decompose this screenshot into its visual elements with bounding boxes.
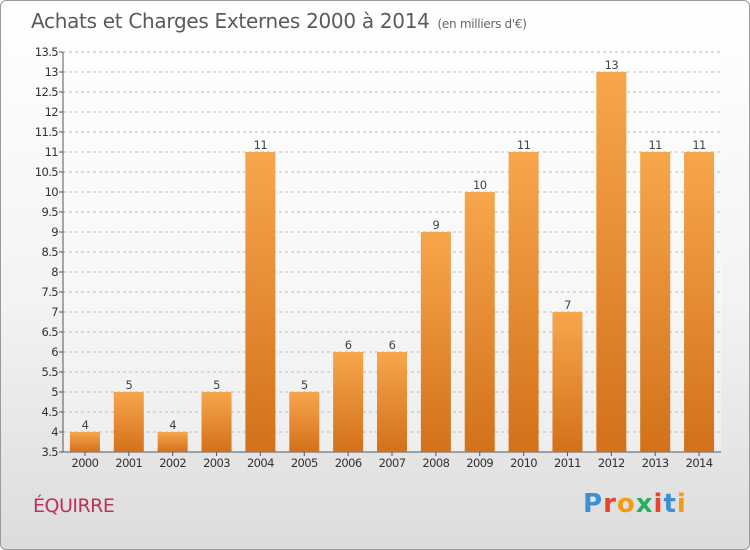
x-tick-label: 2014 (686, 456, 713, 470)
y-tick-label: 10 (45, 185, 59, 199)
bar (640, 152, 671, 452)
bar (684, 152, 715, 452)
data-label: 10 (473, 178, 487, 192)
logo-letter: i (676, 489, 687, 519)
y-tick-label: 4 (51, 425, 58, 439)
y-tick-label: 8.5 (42, 245, 59, 259)
x-tick-label: 2012 (598, 456, 625, 470)
x-tick-label: 2000 (71, 456, 98, 470)
data-label: 4 (82, 418, 89, 432)
data-label: 6 (345, 338, 352, 352)
logo-letter: i (653, 489, 664, 519)
y-tick-label: 7.5 (42, 285, 59, 299)
y-tick-label: 11 (45, 145, 59, 159)
y-tick-label: 5 (51, 385, 58, 399)
logo-letter: t (663, 489, 677, 519)
bar (333, 352, 364, 452)
chart-units: (en milliers d'€) (437, 17, 527, 31)
y-tick-label: 10.5 (35, 165, 58, 179)
data-label: 5 (125, 378, 132, 392)
chart-title: Achats et Charges Externes 2000 à 2014 (e… (31, 9, 527, 33)
commune-name: ÉQUIRRE (33, 495, 115, 517)
logo-letter: P (583, 489, 604, 519)
data-label: 11 (517, 138, 531, 152)
x-tick-label: 2010 (510, 456, 537, 470)
logo-letter: o (616, 489, 636, 519)
x-tick-label: 2011 (554, 456, 581, 470)
y-tick-label: 12 (45, 105, 59, 119)
data-label: 7 (564, 298, 571, 312)
y-tick-label: 7 (51, 305, 58, 319)
x-tick-label: 2007 (379, 456, 406, 470)
x-tick-label: 2002 (159, 456, 186, 470)
bar (420, 232, 451, 452)
y-tick-label: 11.5 (35, 125, 58, 139)
y-tick-label: 6 (51, 345, 58, 359)
bar (289, 392, 320, 452)
bar (113, 392, 144, 452)
bar (69, 432, 100, 452)
data-label: 11 (648, 138, 662, 152)
bar (377, 352, 407, 452)
x-tick-label: 2013 (642, 456, 669, 470)
logo-letter: r (603, 489, 617, 519)
y-tick-label: 6.5 (42, 325, 59, 339)
data-label: 5 (301, 378, 308, 392)
y-tick-label: 8 (51, 265, 58, 279)
proxiti-logo: Proxiti (583, 489, 687, 519)
x-tick-label: 2009 (466, 456, 493, 470)
data-label: 4 (169, 418, 176, 432)
y-tick-label: 9 (51, 225, 58, 239)
y-tick-label: 13 (45, 65, 59, 79)
data-label: 9 (433, 218, 440, 232)
data-label: 6 (389, 338, 396, 352)
bar (157, 432, 188, 452)
data-label: 11 (254, 138, 268, 152)
x-tick-label: 2005 (291, 456, 318, 470)
logo-letter: x (635, 489, 654, 519)
bar (508, 152, 539, 452)
x-tick-label: 2004 (247, 456, 274, 470)
data-label: 5 (213, 378, 220, 392)
bar (245, 152, 276, 452)
y-tick-label: 13.5 (35, 45, 58, 59)
x-tick-label: 2008 (422, 456, 449, 470)
bar (201, 392, 232, 452)
data-label: 13 (605, 58, 619, 72)
y-tick-label: 5.5 (42, 365, 59, 379)
y-tick-label: 12.5 (35, 85, 58, 99)
y-tick-label: 9.5 (42, 205, 59, 219)
x-tick-label: 2003 (203, 456, 230, 470)
y-tick-label: 3.5 (42, 445, 59, 459)
x-tick-label: 2006 (335, 456, 362, 470)
bar (464, 192, 495, 452)
data-label: 11 (692, 138, 706, 152)
bar (552, 312, 583, 452)
chart-title-text: Achats et Charges Externes 2000 à 2014 (31, 9, 430, 33)
x-tick-label: 2001 (115, 456, 142, 470)
y-tick-label: 4.5 (42, 405, 59, 419)
bar (596, 72, 627, 452)
